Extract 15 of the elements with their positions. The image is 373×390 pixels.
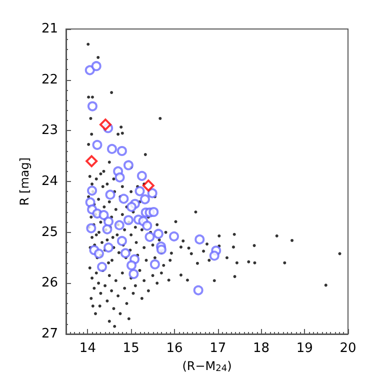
x-tick-label: 14	[79, 341, 96, 356]
y-tick-label: 25	[41, 224, 58, 240]
x-tick-label: 19	[296, 341, 313, 356]
y-tick-label: 23	[41, 123, 58, 138]
y-axis-title: R [mag]	[18, 157, 32, 206]
y-tick-label: 22	[41, 72, 58, 88]
x-tick-label: 15	[122, 341, 140, 356]
y-tick-label: 24	[41, 174, 58, 189]
y-tick-label: 26	[41, 276, 58, 291]
x-tick-label: 16	[166, 341, 183, 356]
y-tick-label: 21	[41, 22, 58, 36]
x-tick-label: 17	[210, 341, 226, 356]
y-tick-label: 27	[41, 326, 58, 342]
x-tick-label: 20	[340, 341, 356, 356]
x-tick-label: 18	[252, 341, 270, 356]
